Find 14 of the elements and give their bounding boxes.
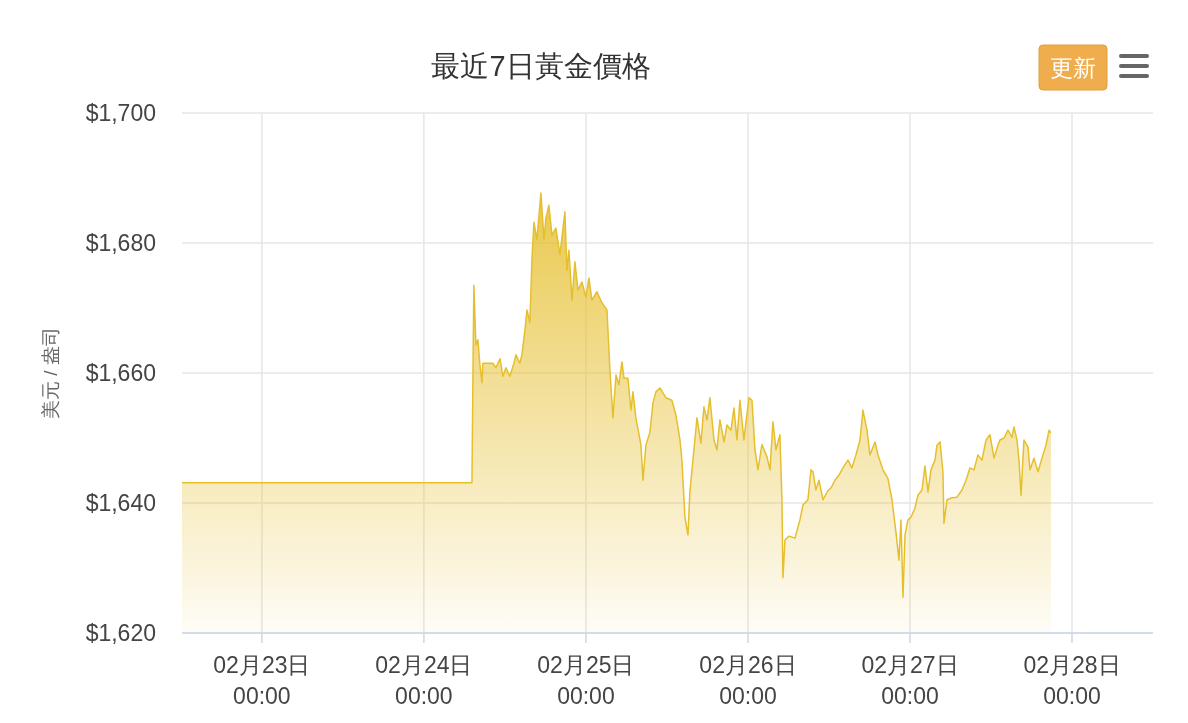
y-axis-title: 美元 / 盎司 bbox=[40, 327, 61, 419]
y-tick-label: $1,680 bbox=[85, 230, 156, 256]
x-tick-label: 02月27日 00:00 bbox=[861, 652, 959, 709]
y-tick-label: $1,660 bbox=[85, 360, 156, 386]
x-tick-label: 02月26日 00:00 bbox=[699, 652, 797, 709]
y-tick-label: $1,620 bbox=[85, 620, 156, 646]
y-tick-label: $1,700 bbox=[85, 100, 156, 126]
x-tick-label: 02月28日 00:00 bbox=[1023, 652, 1121, 709]
x-tick-label: 02月24日 00:00 bbox=[375, 652, 473, 709]
y-tick-label: $1,640 bbox=[85, 490, 156, 516]
chart-title: 最近7日黃金價格 bbox=[431, 50, 651, 82]
refresh-button: 更新 bbox=[1038, 44, 1108, 91]
x-tick-label: 02月23日 00:00 bbox=[213, 652, 311, 709]
x-tick-label: 02月25日 00:00 bbox=[537, 652, 635, 709]
